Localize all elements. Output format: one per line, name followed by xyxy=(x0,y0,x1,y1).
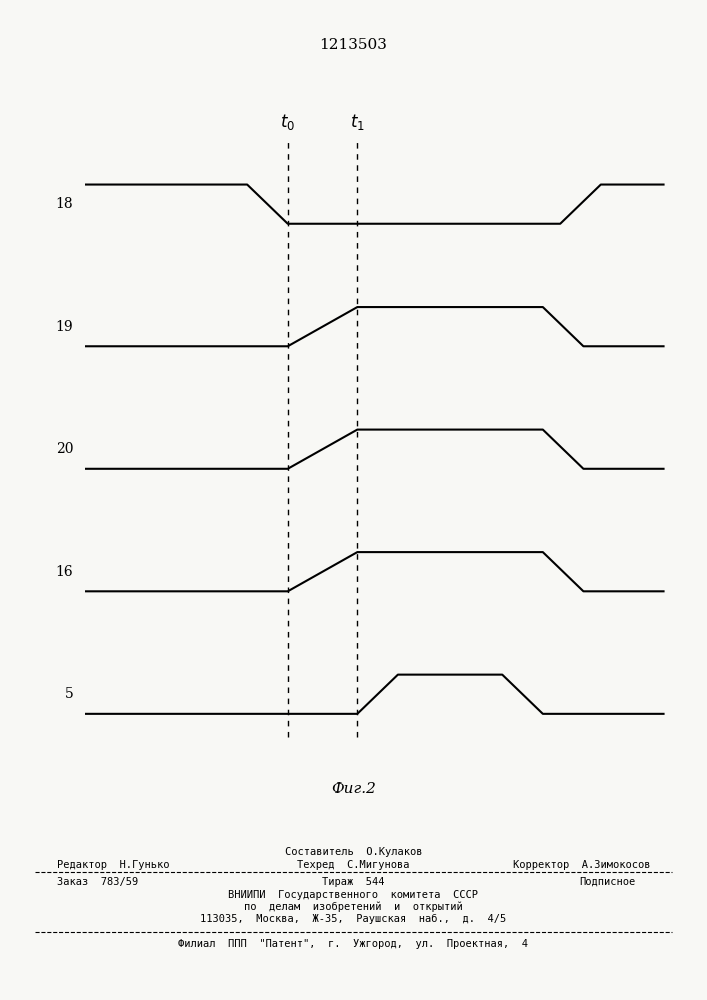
Text: ВНИИПИ  Государственного  комитета  СССР: ВНИИПИ Государственного комитета СССР xyxy=(228,890,479,900)
Text: 16: 16 xyxy=(56,565,74,579)
Text: 18: 18 xyxy=(56,197,74,211)
Text: 19: 19 xyxy=(56,320,74,334)
Text: Редактор  Н.Гунько: Редактор Н.Гунько xyxy=(57,860,169,870)
Text: по  делам  изобретений  и  открытий: по делам изобретений и открытий xyxy=(244,902,463,912)
Text: Филиал  ППП  "Патент",  г.  Ужгород,  ул.  Проектная,  4: Филиал ППП "Патент", г. Ужгород, ул. Про… xyxy=(178,939,529,949)
Text: 113035,  Москва,  Ж-35,  Раушская  наб.,  д.  4/5: 113035, Москва, Ж-35, Раушская наб., д. … xyxy=(200,914,507,924)
Text: Составитель  О.Кулаков: Составитель О.Кулаков xyxy=(285,847,422,857)
Text: Корректор  А.Зимокосов: Корректор А.Зимокосов xyxy=(513,860,650,870)
Text: Фиг.2: Фиг.2 xyxy=(331,782,376,796)
Text: Подписное: Подписное xyxy=(580,877,636,887)
Text: 1213503: 1213503 xyxy=(320,38,387,52)
Text: 5: 5 xyxy=(64,687,74,701)
Text: Заказ  783/59: Заказ 783/59 xyxy=(57,877,138,887)
Text: Тираж  544: Тираж 544 xyxy=(322,877,385,887)
Text: Техред  С.Мигунова: Техред С.Мигунова xyxy=(297,860,410,870)
Text: $t_0$: $t_0$ xyxy=(280,112,296,132)
Text: 20: 20 xyxy=(56,442,74,456)
Text: $t_1$: $t_1$ xyxy=(350,112,365,132)
